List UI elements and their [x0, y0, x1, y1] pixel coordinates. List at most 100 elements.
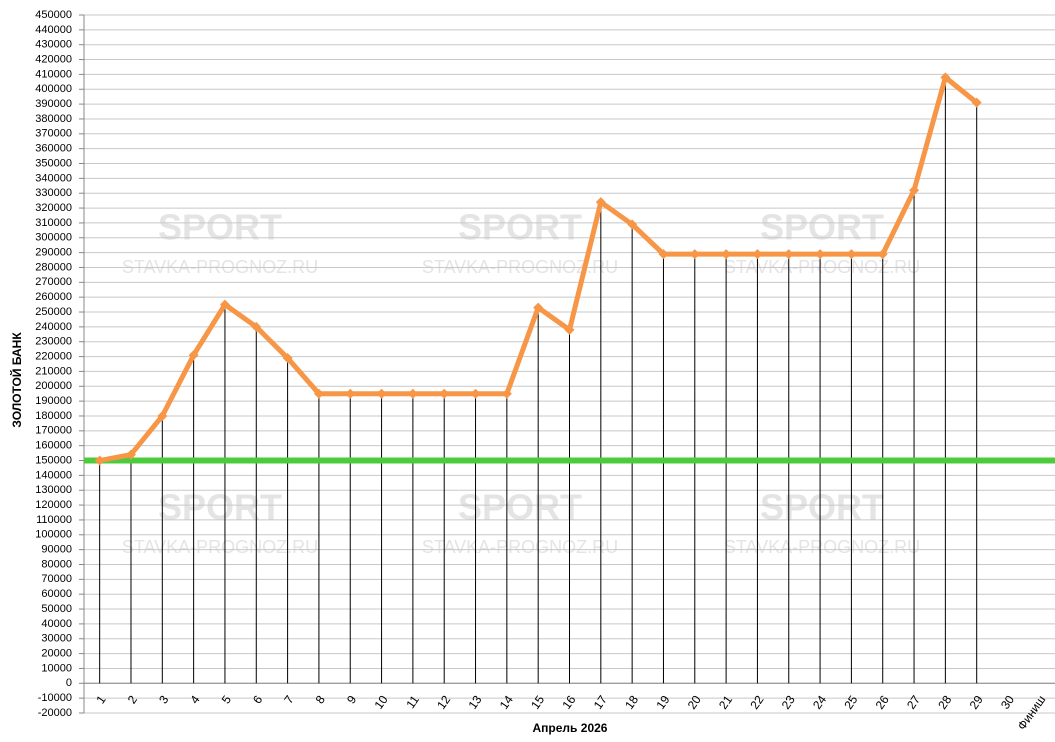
y-tick-label: 90000 [41, 544, 72, 556]
y-tick-label: 330000 [35, 187, 72, 199]
point-marker [971, 97, 982, 108]
y-tick-label: 150000 [35, 454, 72, 466]
point-marker [595, 197, 606, 208]
watermark-site: STAVKA-PROGNOZ.RU [724, 537, 920, 557]
y-tick-label: -20000 [38, 707, 72, 719]
y-tick-label: 320000 [35, 202, 72, 214]
y-tick-label: 220000 [35, 350, 72, 362]
y-tick-label: 200000 [35, 380, 72, 392]
point-marker [157, 410, 168, 421]
x-tick-label: 15 [528, 693, 547, 712]
x-tick-label: 5 [219, 693, 234, 707]
y-tick-label: 20000 [41, 648, 72, 660]
point-marker [313, 388, 324, 399]
point-marker [627, 219, 638, 230]
point-marker [909, 185, 920, 196]
point-marker [282, 353, 293, 364]
watermark-brand: SPORT [158, 207, 282, 248]
point-marker [439, 388, 450, 399]
y-tick-label: 80000 [41, 558, 72, 570]
x-tick-label: 22 [747, 693, 766, 712]
point-marker [815, 249, 826, 260]
y-tick-label: 60000 [41, 588, 72, 600]
point-marker [721, 249, 732, 260]
y-tick-label: 110000 [36, 514, 72, 526]
point-marker [564, 324, 575, 335]
x-tick-label: 20 [685, 693, 704, 712]
x-tick-label: 21 [716, 693, 735, 712]
y-tick-label: 280000 [35, 261, 72, 273]
watermark-site: STAVKA-PROGNOZ.RU [422, 537, 618, 557]
y-tick-label: 390000 [35, 98, 72, 110]
x-tick-label: 13 [465, 693, 484, 712]
point-marker [376, 388, 387, 399]
x-tick-label: 30 [998, 693, 1017, 712]
y-tick-label: 310000 [35, 217, 72, 229]
y-tick-label: 430000 [35, 39, 72, 51]
y-tick-label: 400000 [35, 83, 72, 95]
point-marker [345, 388, 356, 399]
y-tick-label: 440000 [35, 24, 72, 36]
y-tick-label: 260000 [35, 291, 72, 303]
watermark-brand: SPORT [458, 487, 582, 528]
y-tick-label: 290000 [35, 247, 72, 259]
y-tick-label: 120000 [35, 499, 72, 511]
y-tick-label: 370000 [35, 128, 72, 140]
x-tick-label: 18 [622, 693, 641, 712]
x-tick-label: 29 [967, 693, 986, 712]
x-tick-label: 3 [156, 693, 171, 707]
watermark-site: STAVKA-PROGNOZ.RU [122, 537, 318, 557]
x-tick-label: 12 [434, 693, 453, 712]
watermark-brand: SPORT [458, 207, 582, 248]
y-tick-label: 270000 [35, 276, 72, 288]
y-tick-label: 70000 [41, 573, 72, 585]
x-tick-label: 25 [841, 693, 860, 712]
point-marker [689, 249, 700, 260]
point-marker [501, 388, 512, 399]
y-tick-label: 350000 [35, 157, 72, 169]
y-tick-label: 190000 [35, 395, 72, 407]
point-marker [94, 455, 105, 466]
x-tick-label: 23 [779, 693, 798, 712]
y-tick-label: 170000 [35, 425, 72, 437]
y-tick-label: 420000 [35, 53, 72, 65]
point-marker [188, 350, 199, 361]
x-tick-label: 19 [653, 693, 672, 712]
point-marker [940, 72, 951, 83]
watermark-site: STAVKA-PROGNOZ.RU [122, 257, 318, 277]
point-marker [407, 388, 418, 399]
y-tick-label: 130000 [35, 484, 72, 496]
watermark-brand: SPORT [158, 487, 282, 528]
point-marker [783, 249, 794, 260]
point-marker [219, 299, 230, 310]
x-tick-label: 9 [344, 693, 359, 707]
x-tick-label: 2 [125, 693, 140, 707]
y-axis-title: ЗОЛОТОЙ БАНК [9, 332, 24, 428]
y-tick-label: 340000 [35, 172, 72, 184]
watermark-site: STAVKA-PROGNOZ.RU [422, 257, 618, 277]
y-tick-label: 250000 [35, 306, 72, 318]
y-tick-label: 40000 [41, 618, 72, 630]
y-tick-label: 210000 [35, 365, 72, 377]
y-tick-label: 450000 [35, 9, 72, 21]
y-tick-label: -10000 [38, 692, 72, 704]
y-tick-label: 240000 [35, 321, 72, 333]
y-tick-label: 100000 [35, 529, 72, 541]
y-tick-label: 50000 [41, 603, 72, 615]
x-tick-label: 17 [591, 693, 610, 712]
y-tick-label: 380000 [35, 113, 72, 125]
x-tick-label: 7 [281, 693, 296, 707]
y-tick-label: 10000 [41, 662, 72, 674]
x-tick-label: 27 [904, 693, 923, 712]
y-tick-label: 410000 [35, 68, 72, 80]
point-marker [846, 249, 857, 260]
x-tick-label: 11 [403, 693, 422, 712]
y-tick-label: 140000 [35, 469, 72, 481]
watermark-brand: SPORT [760, 207, 884, 248]
x-tick-label: 28 [935, 693, 954, 712]
point-marker [125, 449, 136, 460]
y-tick-label: 30000 [41, 633, 72, 645]
y-tick-label: 300000 [35, 232, 72, 244]
point-marker [658, 249, 669, 260]
